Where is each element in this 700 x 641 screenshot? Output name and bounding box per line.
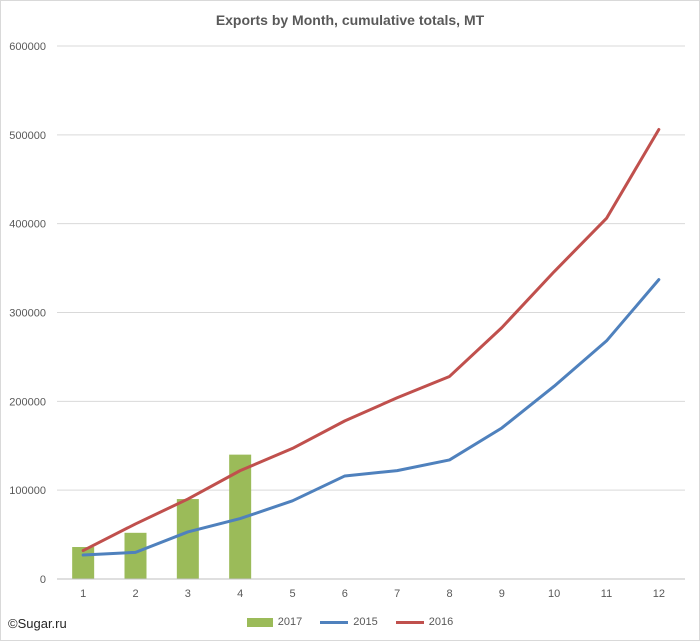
x-tick-label: 1 [80,588,86,600]
y-tick-label: 200000 [9,396,46,408]
x-tick-label: 7 [394,588,400,600]
y-tick-label: 500000 [9,130,46,142]
chart-title: Exports by Month, cumulative totals, MT [215,12,485,28]
x-tick-label: 9 [499,588,505,600]
x-tick-label: 11 [601,588,612,600]
y-tick-label: 400000 [9,219,46,231]
y-tick-label: 0 [40,574,46,586]
x-tick-label: 10 [548,588,560,600]
line-series-2016 [81,128,661,553]
x-tick-label: 6 [342,588,348,600]
bar-2017-2 [124,532,147,579]
legend-item-2016: 2016 [395,614,454,630]
y-tick-label: 100000 [9,485,46,497]
y-tick-label: 300000 [9,308,46,320]
y-tick-label: 600000 [9,41,46,53]
legend-item-2017: 2017 [246,614,303,630]
x-tick-label: 3 [185,588,191,600]
legend-swatch-2017 [246,617,273,627]
legend-label-2016: 2016 [428,616,454,628]
x-tick-label: 12 [653,588,665,600]
bar-2017-3 [176,499,199,579]
chart-legend: 2017 2015 2016 [0,614,700,630]
x-tick-label: 5 [289,588,295,600]
legend-label-2015: 2015 [353,616,378,628]
legend-label-2017: 2017 [277,616,303,628]
legend-swatch-2015 [320,620,349,624]
x-tick-label: 8 [446,588,452,600]
legend-item-2015: 2015 [320,614,378,630]
line-series-2015 [81,278,661,557]
bar-2017-4 [229,454,252,579]
source-credit: ©Sugar.ru [8,616,67,631]
x-tick-label: 4 [237,588,243,600]
x-tick-label: 2 [132,588,138,600]
legend-swatch-2016 [395,620,424,624]
